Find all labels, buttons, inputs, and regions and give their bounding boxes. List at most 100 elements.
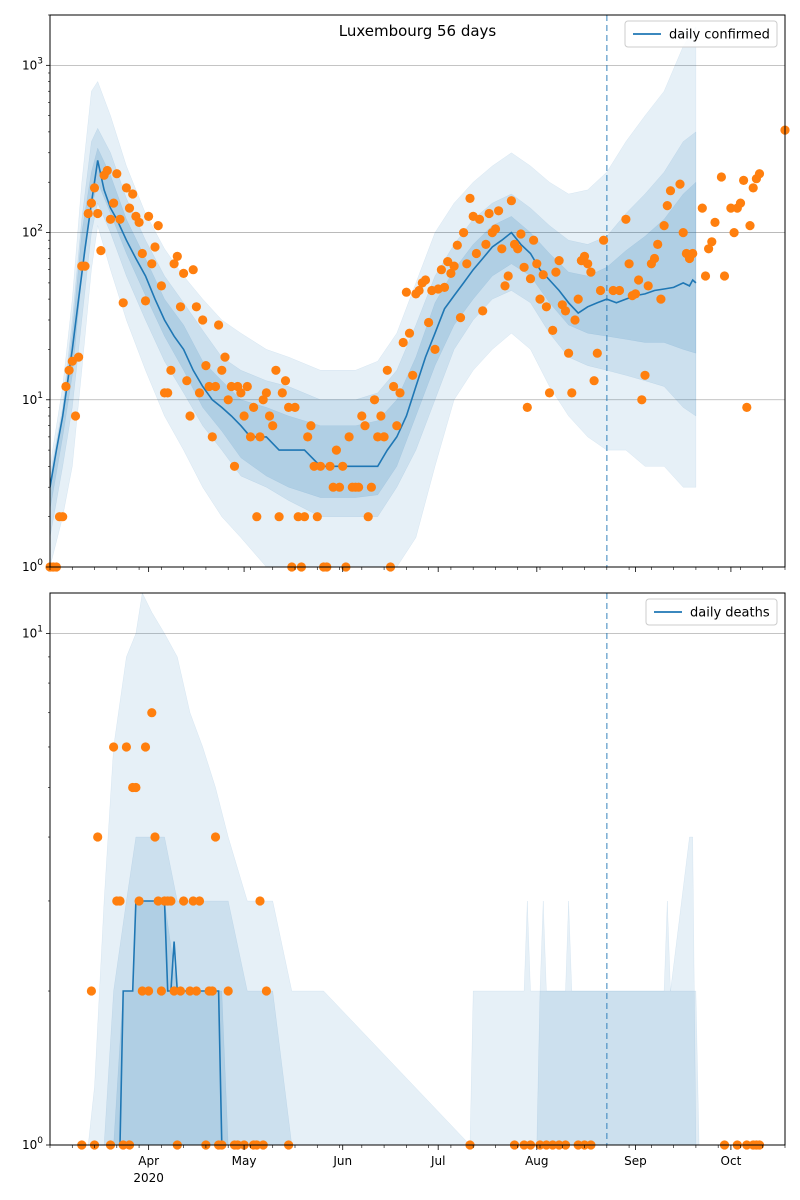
data-point <box>328 482 338 492</box>
data-point <box>369 395 380 405</box>
data-point <box>147 259 157 269</box>
data-point <box>163 388 173 398</box>
data-point <box>529 235 539 245</box>
data-point <box>471 248 481 259</box>
data-point <box>707 237 717 247</box>
data-point <box>373 432 383 442</box>
y-tick-label: 103 <box>22 56 43 72</box>
data-point <box>261 388 271 398</box>
data-point <box>128 189 138 199</box>
data-point <box>245 432 256 442</box>
data-point <box>239 411 249 421</box>
data-point <box>420 275 431 285</box>
data-point <box>729 228 739 238</box>
data-point <box>249 402 259 412</box>
data-point <box>704 244 714 254</box>
data-point <box>700 271 711 281</box>
data-point <box>449 261 459 271</box>
legend: daily confirmed <box>624 20 778 48</box>
data-point <box>229 461 240 471</box>
data-point <box>592 348 602 358</box>
y-tick-label: 101 <box>22 625 43 641</box>
data-point <box>608 285 618 296</box>
data-point <box>675 179 685 189</box>
data-point <box>513 244 523 254</box>
data-point <box>564 348 574 358</box>
data-point <box>264 411 275 421</box>
data-point <box>439 282 450 292</box>
data-point <box>697 203 707 213</box>
data-point <box>242 381 252 392</box>
data-point <box>306 421 316 431</box>
plot-area <box>87 593 700 1145</box>
data-point <box>436 265 446 275</box>
data-point <box>579 251 590 261</box>
data-point <box>207 432 217 442</box>
data-point <box>255 896 265 906</box>
data-point <box>474 214 485 224</box>
data-point <box>223 395 233 405</box>
x-tick-label: May <box>232 1154 257 1168</box>
data-point <box>280 376 291 386</box>
data-point <box>363 512 373 522</box>
x-tick-label: Oct <box>721 1154 742 1168</box>
y-tick-label: 100 <box>22 558 43 574</box>
data-point <box>446 268 456 278</box>
data-point <box>309 461 319 471</box>
data-point <box>185 986 195 996</box>
uncertainty-band-outer <box>50 25 697 567</box>
data-point <box>503 271 513 281</box>
data-point <box>131 782 141 793</box>
data-point <box>175 302 186 312</box>
data-point <box>134 896 144 906</box>
data-point <box>404 328 415 338</box>
data-point <box>656 294 666 304</box>
data-point <box>719 271 730 281</box>
data-point <box>599 235 609 245</box>
data-point <box>614 285 625 296</box>
data-point <box>277 388 287 398</box>
data-point <box>179 268 189 278</box>
data-point <box>58 512 68 522</box>
data-point <box>331 445 341 455</box>
data-point <box>137 986 147 996</box>
data-point <box>115 214 125 224</box>
x-tick-label: Sep <box>624 1154 647 1168</box>
data-point <box>624 259 634 269</box>
data-point <box>354 482 364 492</box>
data-point <box>140 296 151 306</box>
data-point <box>522 402 532 412</box>
data-point <box>134 217 144 227</box>
data-point <box>102 165 112 176</box>
data-point <box>484 208 494 219</box>
data-point <box>379 432 389 442</box>
data-point <box>64 365 74 375</box>
data-point <box>570 315 580 325</box>
data-point <box>541 302 552 312</box>
data-point <box>424 317 434 328</box>
data-point <box>271 365 281 375</box>
data-point <box>293 512 303 522</box>
data-point <box>175 986 186 996</box>
data-point <box>634 275 644 285</box>
series-line <box>50 160 697 488</box>
y-tick-label: 100 <box>22 1136 43 1152</box>
data-point <box>637 395 647 405</box>
data-point <box>408 370 418 380</box>
data-point <box>236 388 246 398</box>
data-point <box>166 365 176 375</box>
data-point <box>214 320 224 330</box>
data-point <box>312 512 322 522</box>
data-point <box>150 832 160 842</box>
data-point <box>156 281 166 291</box>
data-point <box>494 206 504 216</box>
data-point <box>532 259 542 269</box>
data-point <box>621 214 631 224</box>
uncertainty-band-middle <box>103 836 700 1145</box>
data-point <box>653 239 663 249</box>
data-point <box>640 370 650 380</box>
data-point <box>490 224 501 234</box>
data-point <box>172 251 182 261</box>
data-point <box>516 229 526 239</box>
